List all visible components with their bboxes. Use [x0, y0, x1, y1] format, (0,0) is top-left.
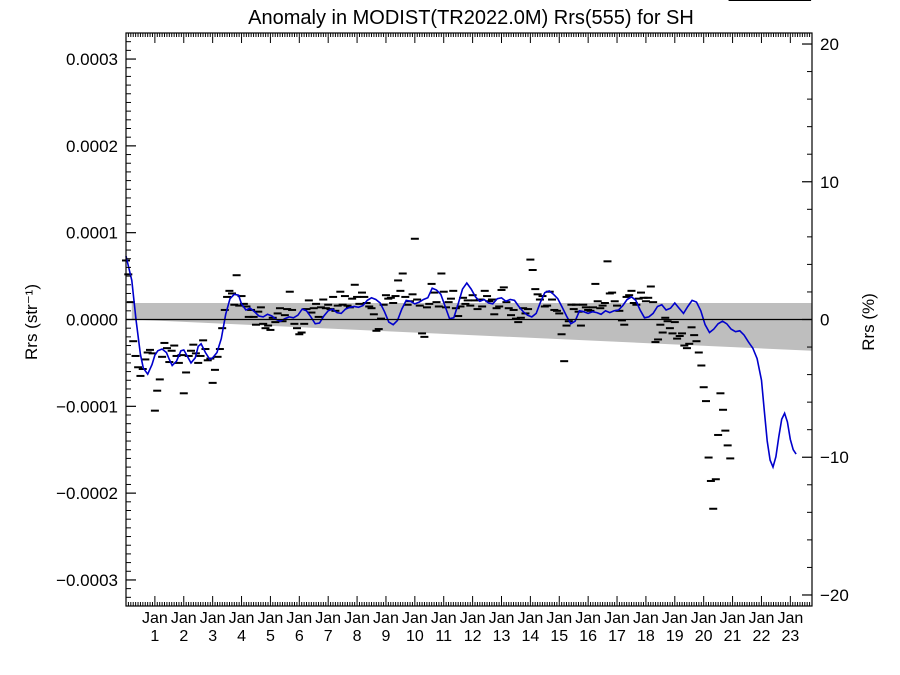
- y-tick-label-right: 20: [820, 35, 839, 54]
- x-tick-year-label: 14: [521, 628, 539, 645]
- chart-title: Anomaly in MODIST(TR2022.0M) Rrs(555) fo…: [248, 7, 694, 29]
- x-tick-year-label: 17: [608, 628, 626, 645]
- x-tick-year-label: 13: [493, 628, 511, 645]
- x-tick-month-label: Jan: [777, 610, 803, 627]
- x-tick-month-label: Jan: [517, 610, 543, 627]
- y-tick-label-left: 0.0000: [66, 311, 118, 330]
- x-tick-month-label: Jan: [720, 610, 746, 627]
- x-tick-month-label: Jan: [142, 610, 168, 627]
- x-tick-month-label: Jan: [315, 610, 341, 627]
- x-tick-month-label: Jan: [258, 610, 284, 627]
- uncertainty-band: [131, 303, 812, 351]
- x-axis: Jan1Jan2Jan3Jan4Jan5Jan6Jan7Jan8Jan9Jan1…: [125, 33, 813, 645]
- x-tick-year-label: 2: [179, 628, 188, 645]
- x-tick-month-label: Jan: [402, 610, 428, 627]
- x-tick-year-label: 23: [781, 628, 799, 645]
- left-y-axis: −0.0003 −0.0002 −0.0001 0.0000 0.0001 0.0002 0…: [56, 41, 136, 607]
- x-tick-month-label: Jan: [200, 610, 226, 627]
- x-tick-month-label: Jan: [171, 610, 197, 627]
- right-y-axis: −20 −10 0 10 20: [802, 35, 849, 605]
- x-tick-year-label: 6: [295, 628, 304, 645]
- x-tick-year-label: 9: [382, 628, 391, 645]
- y-tick-label-left: −0.0002: [56, 484, 118, 503]
- x-tick-year-label: 1: [150, 628, 159, 645]
- x-tick-month-label: Jan: [373, 610, 399, 627]
- y-tick-label-right: −20: [820, 586, 849, 605]
- x-tick-year-label: 12: [464, 628, 482, 645]
- x-tick-month-label: Jan: [633, 610, 659, 627]
- plot-area: [122, 0, 812, 510]
- x-tick-year-label: 5: [266, 628, 275, 645]
- y-tick-label-right: 0: [820, 311, 829, 330]
- x-tick-year-label: 19: [666, 628, 684, 645]
- x-tick-month-label: Jan: [546, 610, 572, 627]
- x-tick-year-label: 7: [324, 628, 333, 645]
- x-tick-month-label: Jan: [662, 610, 688, 627]
- x-tick-year-label: 20: [695, 628, 713, 645]
- y-tick-label-left: −0.0001: [56, 397, 118, 416]
- x-tick-month-label: Jan: [575, 610, 601, 627]
- x-tick-month-label: Jan: [460, 610, 486, 627]
- x-tick-year-label: 4: [237, 628, 246, 645]
- x-tick-month-label: Jan: [344, 610, 370, 627]
- y-tick-label-right: 10: [820, 173, 839, 192]
- x-tick-year-label: 10: [406, 628, 424, 645]
- y-axis-title-right: Rrs (%): [859, 293, 878, 351]
- y-tick-label-left: 0.0001: [66, 224, 118, 243]
- x-tick-month-label: Jan: [229, 610, 255, 627]
- x-tick-month-label: Jan: [691, 610, 717, 627]
- y-axis-title-left: Rrs (str⁻¹): [22, 284, 41, 360]
- x-tick-year-label: 11: [435, 628, 452, 645]
- x-tick-year-label: 3: [208, 628, 217, 645]
- x-tick-year-label: 15: [550, 628, 568, 645]
- x-tick-month-label: Jan: [604, 610, 630, 627]
- x-tick-year-label: 8: [353, 628, 362, 645]
- y-tick-label-left: 0.0003: [66, 50, 118, 69]
- y-tick-label-right: −10: [820, 448, 849, 467]
- x-tick-month-label: Jan: [286, 610, 312, 627]
- x-tick-month-label: Jan: [431, 610, 457, 627]
- x-tick-month-label: Jan: [749, 610, 775, 627]
- y-tick-label-left: −0.0003: [56, 571, 118, 590]
- x-tick-year-label: 18: [637, 628, 655, 645]
- smoothed-series-line: [125, 255, 797, 470]
- x-tick-month-label: Jan: [489, 610, 515, 627]
- x-tick-year-label: 16: [579, 628, 597, 645]
- x-tick-year-label: 21: [724, 628, 742, 645]
- x-tick-year-label: 22: [753, 628, 771, 645]
- y-tick-label-left: 0.0002: [66, 137, 118, 156]
